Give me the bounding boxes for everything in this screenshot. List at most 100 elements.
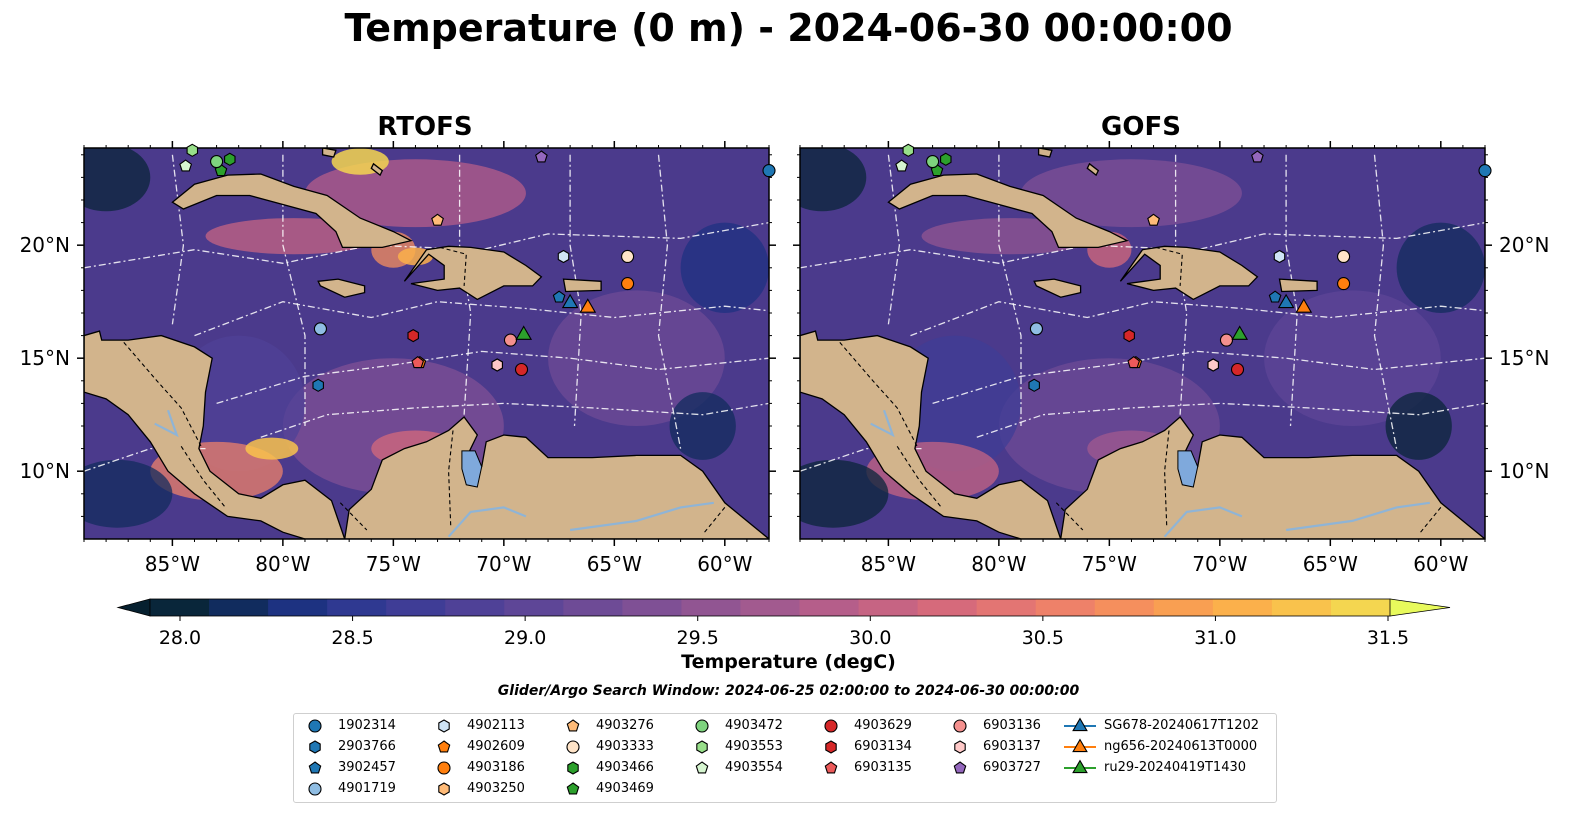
glider-marker-ng656-20240613T0000	[1295, 298, 1313, 313]
float-marker-3902457	[1268, 290, 1282, 303]
legend-label: 6903134	[854, 739, 912, 754]
land-hispaniola	[1119, 245, 1259, 301]
float-marker-1902314	[762, 164, 776, 178]
float-marker-1902314	[1478, 164, 1492, 178]
float-marker-4903629	[514, 362, 529, 377]
colorbar-segment	[1330, 599, 1391, 616]
legend-label: 4903250	[467, 781, 525, 796]
legend-marker	[824, 761, 838, 774]
legend-label: 6903136	[983, 718, 1041, 733]
country-border	[896, 445, 942, 508]
legend-label: ng656-20240613T0000	[1104, 739, 1258, 754]
search-window-text: Glider/Argo Search Window: 2024-06-25 02…	[497, 683, 1080, 699]
legend-marker	[953, 719, 967, 733]
country-border	[1155, 246, 1183, 286]
float-marker-2903766	[1028, 378, 1040, 392]
legend-marker	[954, 740, 966, 754]
glider-marker-SG678-20240617T1202	[561, 293, 579, 309]
legend-label: 4902609	[467, 739, 525, 754]
colorbar-segment	[917, 599, 978, 616]
land-bahamas-1	[1037, 148, 1053, 158]
legend-marker	[437, 740, 451, 753]
eez-boundary	[569, 154, 582, 427]
float-marker-4903186	[621, 277, 635, 291]
pentagon-icon	[566, 782, 580, 795]
legend: 1902314 2903766 3902457 4901719 4902113 49026…	[293, 713, 1277, 803]
colorbar-segment	[681, 599, 741, 616]
pentagon-icon	[695, 761, 709, 774]
colorbar-tick-label: 30.5	[1022, 627, 1064, 649]
country-border	[1418, 507, 1442, 535]
legend-marker	[438, 719, 450, 733]
float-marker-6903136	[1219, 333, 1234, 347]
float-marker-4903333	[1337, 249, 1351, 264]
temperature-anomaly	[84, 459, 173, 528]
circle-icon	[308, 782, 322, 796]
lon-tick-label: 75°W	[366, 552, 421, 576]
colorbar-label: Temperature (degC)	[681, 651, 896, 673]
legend-label: 4903333	[596, 739, 654, 754]
colorbar-extend-high	[1389, 598, 1451, 617]
river	[1163, 506, 1243, 538]
temperature-hotspot	[245, 437, 299, 460]
float-marker-4902113	[557, 249, 570, 264]
platform-markers	[895, 143, 1492, 392]
pentagon-icon	[953, 761, 967, 774]
legend-glider-marker	[1072, 759, 1088, 774]
land-bahamas-2	[1086, 162, 1100, 177]
triangle-icon	[1064, 717, 1096, 732]
float-marker-4903466	[224, 152, 236, 166]
legend-marker	[438, 782, 450, 796]
land-bahamas-1	[321, 148, 337, 158]
legend-label: 4902113	[467, 718, 525, 733]
lon-tick-label: 60°W	[697, 552, 752, 576]
colorbar-segment	[1212, 599, 1273, 616]
colorbar-segment	[209, 599, 269, 616]
legend-label: 4903554	[725, 760, 783, 775]
float-marker-4902113	[1273, 249, 1286, 264]
legend-label: 4901719	[338, 781, 396, 796]
legend-marker	[566, 719, 580, 732]
colorbar-segment	[268, 599, 328, 616]
lon-tick-label: 65°W	[1303, 552, 1358, 576]
river	[154, 409, 179, 438]
map-panel-rtofs: 85°W 80°W 75°W 70°W 65°W 60°W 10°N 15°N 20°N	[20, 141, 776, 576]
land-cuba	[887, 173, 1129, 249]
hexagon-icon	[567, 761, 579, 775]
land-puerto-rico	[562, 278, 602, 293]
legend-label: 4903466	[596, 760, 654, 775]
lon-tick-label: 85°W	[145, 552, 200, 576]
colorbar-segment	[445, 599, 505, 616]
temperature-anomaly	[1396, 222, 1485, 313]
legend-marker	[567, 761, 579, 775]
legend-marker	[696, 740, 708, 754]
eez-boundary	[657, 154, 682, 449]
land-jamaica	[1033, 278, 1082, 298]
colorbar-segment	[1271, 599, 1332, 616]
hexagon-icon	[696, 740, 708, 754]
float-marker-4903554	[179, 159, 193, 172]
land-jamaica	[317, 278, 366, 298]
figure-title: Temperature (0 m) - 2024-06-30 00:00:00	[344, 6, 1233, 50]
circle-icon	[566, 740, 580, 754]
hexagon-icon	[309, 740, 321, 754]
hexagon-icon	[438, 719, 450, 733]
eez-boundary	[84, 221, 769, 269]
lon-tick-label: 80°W	[255, 552, 310, 576]
legend-marker	[308, 719, 322, 733]
land-central-america	[800, 330, 1062, 539]
float-marker-6903727	[1251, 150, 1264, 163]
lat-tick-label: 20°N	[1499, 233, 1549, 257]
colorbar-segment	[327, 599, 387, 616]
legend-glider-marker	[1072, 717, 1088, 732]
river	[870, 409, 895, 438]
pentagon-icon	[308, 761, 322, 774]
hexagon-icon	[954, 740, 966, 754]
eez-boundary	[260, 402, 769, 438]
colorbar-segment	[622, 599, 682, 616]
lat-tick-label: 15°N	[1499, 346, 1549, 370]
platform-markers	[179, 143, 776, 392]
legend-marker	[437, 761, 451, 775]
temperature-anomaly	[84, 148, 151, 212]
